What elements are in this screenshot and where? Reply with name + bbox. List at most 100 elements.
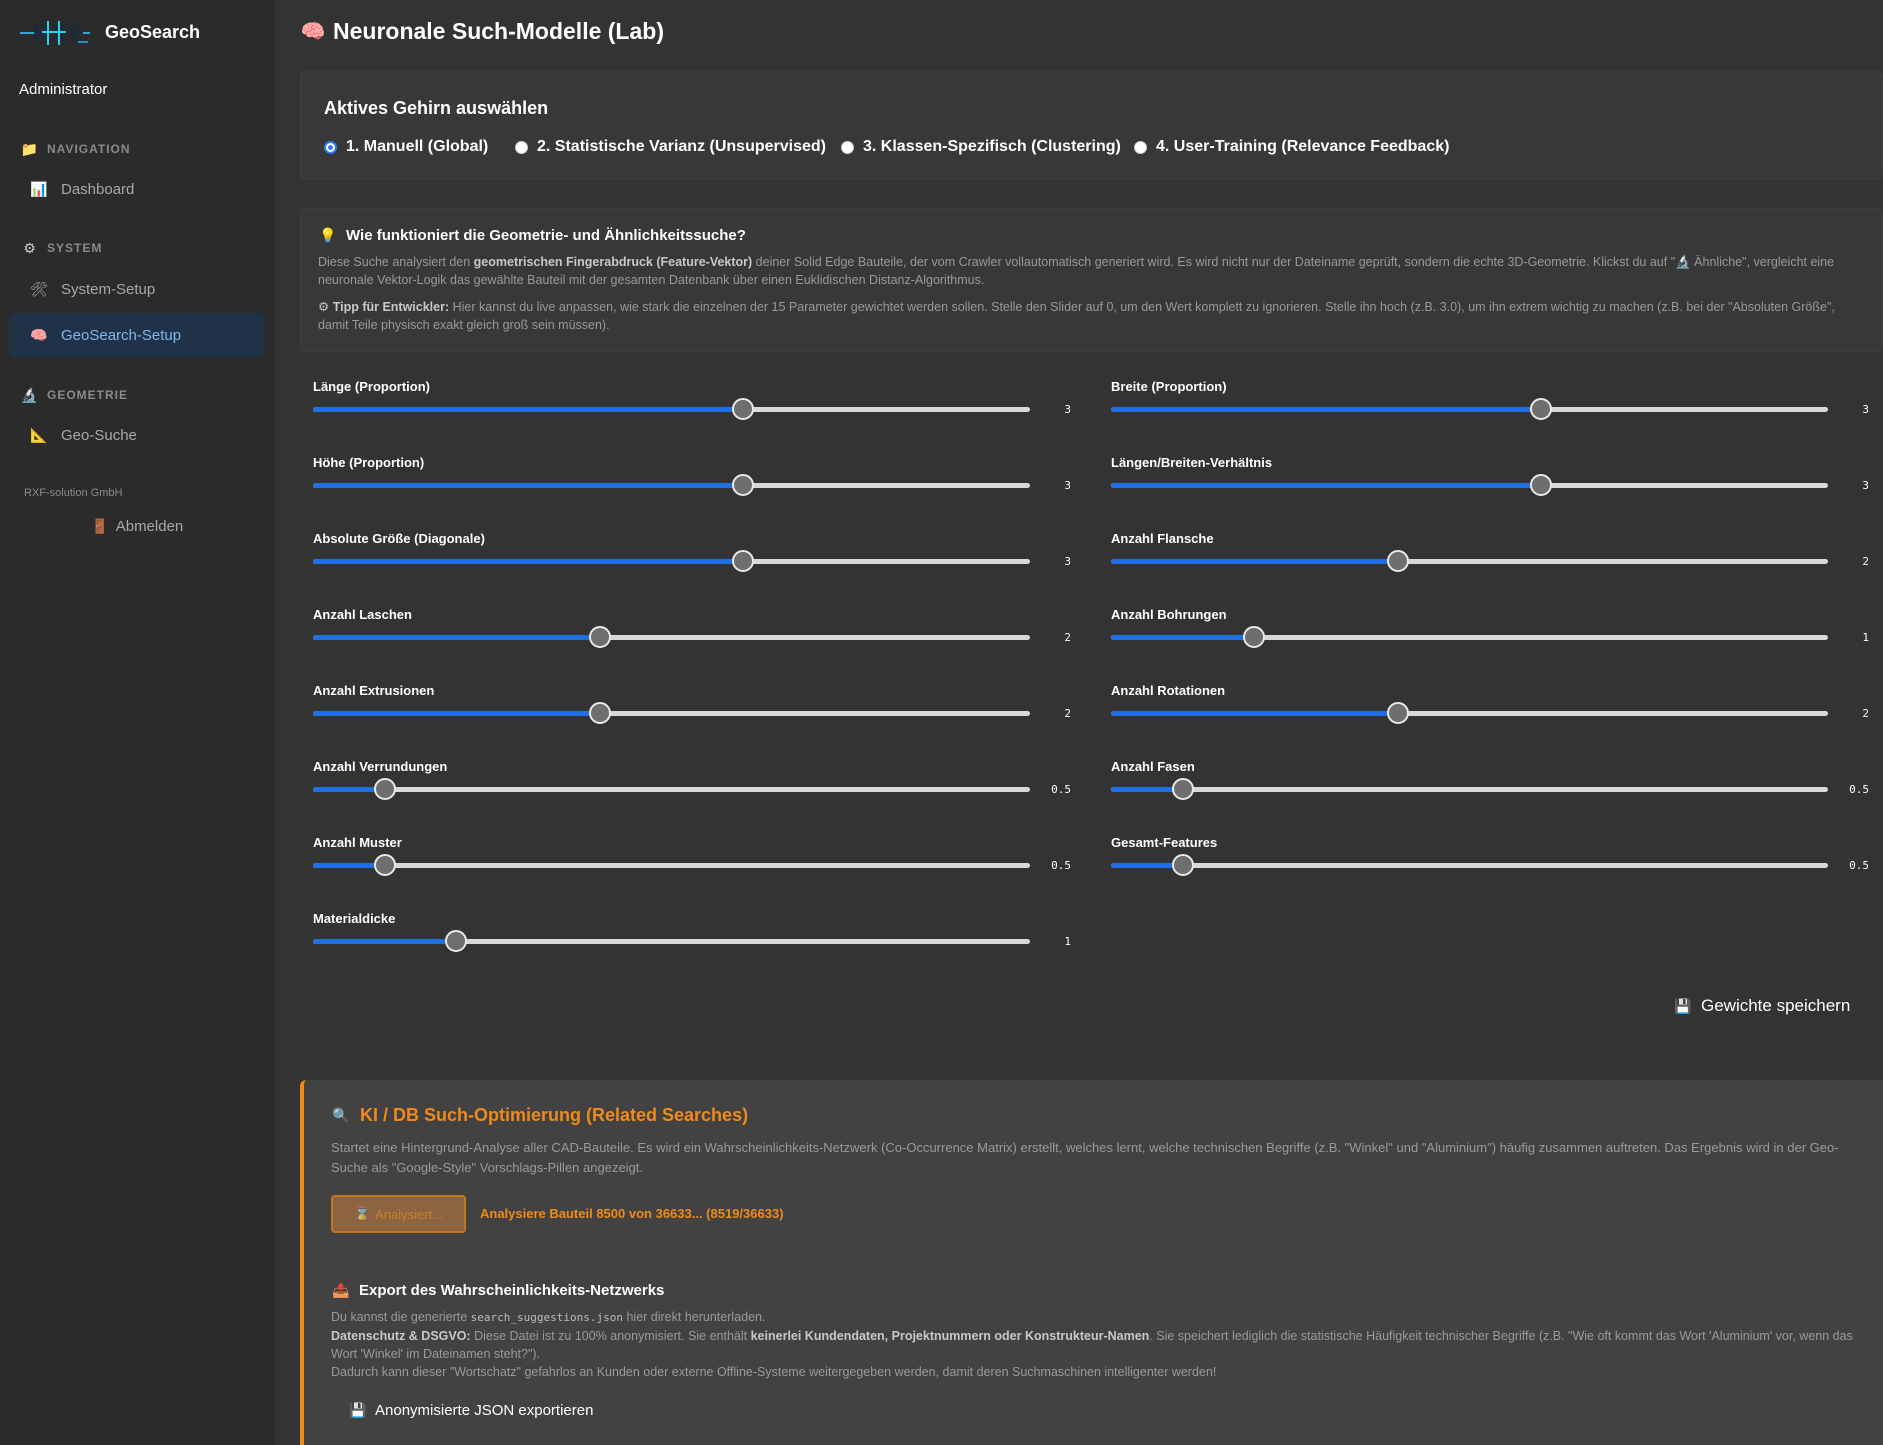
save-weights-button[interactable]: 💾 Gewichte speichern — [1673, 996, 1850, 1016]
slider-value: 2 — [1064, 631, 1071, 644]
slider-track[interactable] — [1111, 626, 1828, 648]
slider-handle[interactable] — [732, 474, 755, 496]
slider-label: Anzahl Muster — [313, 835, 402, 850]
export-description: Du kannst die generierte search_suggesti… — [331, 1308, 1876, 1381]
weight-slider[interactable]: Anzahl Fasen 0.5 — [1111, 759, 1871, 819]
slider-track[interactable] — [1111, 778, 1828, 800]
slider-fill — [313, 483, 744, 488]
weight-slider[interactable]: Absolute Größe (Diagonale) 3 — [313, 531, 1073, 591]
sidebar-item-geo-suche[interactable]: 📐 Geo-Suche — [9, 413, 264, 457]
ai-description: Startet eine Hintergrund-Analyse aller C… — [331, 1140, 1839, 1175]
ai-title-text: KI / DB Such-Optimierung (Related Search… — [360, 1105, 749, 1125]
sidebar-item-geosearch-setup[interactable]: 🧠 GeoSearch-Setup — [9, 313, 264, 357]
slider-handle[interactable] — [1386, 702, 1409, 724]
slider-handle[interactable] — [1171, 778, 1194, 800]
gear-icon: ⚙ — [318, 300, 333, 314]
radio-dot[interactable] — [841, 140, 854, 154]
slider-handle[interactable] — [1386, 550, 1409, 572]
slider-fill — [313, 407, 744, 412]
slider-handle[interactable] — [1243, 626, 1266, 648]
slider-handle[interactable] — [588, 702, 611, 724]
sidebar-item-dashboard[interactable]: 📊 Dashboard — [9, 167, 264, 211]
page-title-text: Neuronale Such-Modelle (Lab) — [333, 18, 664, 44]
analyze-button[interactable]: ⌛ Analysiert... — [331, 1195, 466, 1233]
logout-button[interactable]: 🚪 Abmelden — [18, 511, 255, 541]
weight-slider[interactable]: Anzahl Bohrungen 1 — [1111, 607, 1871, 667]
info-bold: geometrischen Fingerabdruck (Feature-Vek… — [473, 255, 753, 269]
slider-track[interactable] — [1111, 398, 1828, 420]
export-json-label: Anonymisierte JSON exportieren — [375, 1401, 594, 1419]
radio-class-specific[interactable]: 3. Klassen-Spezifisch (Clustering) — [841, 138, 1121, 156]
slider-track[interactable] — [1111, 702, 1828, 724]
slider-handle[interactable] — [445, 930, 468, 952]
weight-slider[interactable]: Gesamt-Features 0.5 — [1111, 835, 1871, 895]
slider-track[interactable] — [313, 398, 1030, 420]
slider-handle[interactable] — [588, 626, 611, 648]
slider-track[interactable] — [1111, 550, 1828, 572]
slider-handle[interactable] — [373, 854, 396, 876]
slider-fill — [1111, 711, 1398, 716]
weight-slider[interactable]: Anzahl Laschen 2 — [313, 607, 1073, 667]
gear-icon: ⚙ — [23, 239, 37, 256]
weight-slider[interactable]: Anzahl Extrusionen 2 — [313, 683, 1073, 743]
slider-track[interactable] — [313, 854, 1030, 876]
weight-slider[interactable]: Anzahl Verrundungen 0.5 — [313, 759, 1073, 819]
logout-label: Abmelden — [115, 517, 184, 535]
export-text: . Sie speichert lediglich die statistisc… — [331, 1329, 1853, 1361]
weight-slider[interactable]: Anzahl Flansche 2 — [1111, 531, 1871, 591]
slider-track[interactable] — [313, 550, 1030, 572]
slider-fill — [1111, 407, 1542, 412]
sidebar-item-label: GeoSearch-Setup — [61, 326, 182, 344]
slider-handle[interactable] — [1530, 398, 1553, 420]
slider-label: Absolute Größe (Diagonale) — [313, 531, 485, 546]
weight-slider[interactable]: Anzahl Muster 0.5 — [313, 835, 1073, 895]
slider-track[interactable] — [313, 702, 1030, 724]
radio-dot[interactable] — [324, 140, 337, 154]
section-geometrie: 🔬 GEOMETRIE — [20, 385, 128, 405]
radio-statistical-variance[interactable]: 2. Statistische Varianz (Unsupervised) — [515, 138, 826, 156]
info-title: 💡 Wie funktioniert die Geometrie- und Äh… — [318, 225, 746, 245]
slider-track[interactable] — [313, 474, 1030, 496]
slider-value: 0.5 — [1849, 859, 1869, 872]
slider-handle[interactable] — [1171, 854, 1194, 876]
sidebar-item-system-setup[interactable]: 🛠 System-Setup — [9, 267, 264, 311]
radio-label: 4. User-Training (Relevance Feedback) — [1156, 138, 1450, 155]
info-text: deiner Solid Edge Bauteile, der vom Craw… — [318, 255, 1835, 287]
slider-handle[interactable] — [732, 398, 755, 420]
radio-manual-global[interactable]: 1. Manuell (Global) — [324, 138, 488, 156]
export-json-button[interactable]: 💾 Anonymisierte JSON exportieren — [348, 1400, 593, 1420]
radio-dot[interactable] — [515, 140, 528, 154]
weight-slider[interactable]: Höhe (Proportion) 3 — [313, 455, 1073, 515]
weight-slider[interactable]: Breite (Proportion) 3 — [1111, 379, 1871, 439]
slider-handle[interactable] — [1530, 474, 1553, 496]
radio-dot[interactable] — [1134, 140, 1147, 154]
slider-value: 3 — [1862, 403, 1869, 416]
rxf-logo: RXF — [20, 15, 90, 49]
weight-slider[interactable]: Anzahl Rotationen 2 — [1111, 683, 1871, 743]
weight-slider[interactable]: Länge (Proportion) 3 — [313, 379, 1073, 439]
tools-icon: 🛠 — [30, 280, 48, 297]
slider-value: 3 — [1064, 479, 1071, 492]
slider-track[interactable] — [1111, 854, 1828, 876]
slider-handle[interactable] — [373, 778, 396, 800]
info-text: Diese Suche analysiert den — [318, 255, 474, 269]
slider-track[interactable] — [313, 626, 1030, 648]
slider-value: 3 — [1862, 479, 1869, 492]
slider-label: Anzahl Extrusionen — [313, 683, 435, 698]
sidebar-item-label: Geo-Suche — [61, 426, 137, 444]
slider-handle[interactable] — [732, 550, 755, 572]
brand[interactable]: RXF GeoSearch — [20, 12, 200, 52]
sidebar-item-label: Dashboard — [61, 180, 135, 198]
slider-label: Breite (Proportion) — [1111, 379, 1227, 394]
analyze-button-label: Analysiert... — [375, 1206, 444, 1222]
weight-slider[interactable]: Längen/Breiten-Verhältnis 3 — [1111, 455, 1871, 515]
slider-track[interactable] — [313, 930, 1030, 952]
slider-track[interactable] — [1111, 474, 1828, 496]
slider-track[interactable] — [313, 778, 1030, 800]
info-card: 💡 Wie funktioniert die Geometrie- und Äh… — [300, 208, 1883, 352]
export-title-text: Export des Wahrscheinlichkeits-Netzwerks — [359, 1281, 665, 1299]
section-title: SYSTEM — [47, 241, 103, 255]
radio-user-training[interactable]: 4. User-Training (Relevance Feedback) — [1134, 138, 1449, 156]
outbox-icon: 📤 — [332, 1281, 350, 1298]
weight-slider[interactable]: Materialdicke 1 — [313, 911, 1073, 971]
